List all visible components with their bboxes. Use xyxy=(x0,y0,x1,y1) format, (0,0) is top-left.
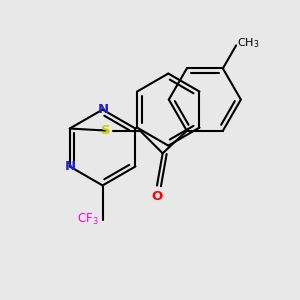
Text: S: S xyxy=(101,124,111,137)
Text: N: N xyxy=(65,160,76,173)
Text: O: O xyxy=(152,190,163,202)
Text: N: N xyxy=(98,103,109,116)
Text: CF$_3$: CF$_3$ xyxy=(77,212,99,227)
Text: CH$_3$: CH$_3$ xyxy=(237,37,260,50)
